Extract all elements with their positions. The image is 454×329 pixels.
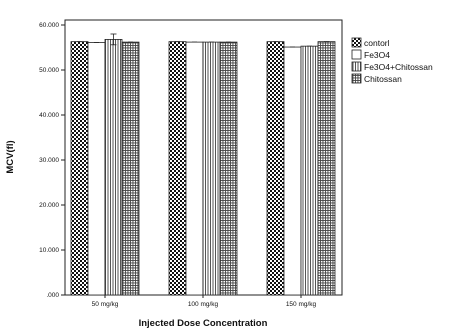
x-tick-label: 100 mg/kg (188, 301, 219, 308)
bar-vlines-0 (104, 39, 123, 296)
legend-label: Chitossan (364, 74, 402, 84)
bar-white-0 (87, 42, 106, 296)
y-tick-label: .000 (46, 292, 59, 299)
bar-grid-1 (219, 41, 238, 296)
y-tick-label: 60.000 (39, 22, 59, 29)
y-tick-label: 40.000 (39, 112, 59, 119)
error-bars-group (77, 33, 329, 48)
legend-label: contorl (364, 38, 390, 48)
bar-vlines-2 (300, 45, 319, 296)
legend-swatch-vlines (351, 61, 362, 72)
x-axis: 50 mg/kg 100 mg/kg 150 mg/kg (92, 295, 317, 308)
y-axis: .000 10.000 20.000 30.000 40.000 50.000 60.000 (39, 22, 65, 299)
y-tick-label: 20.000 (39, 202, 59, 209)
x-tick-label: 150 mg/kg (286, 301, 317, 308)
y-tick-label: 50.000 (39, 67, 59, 74)
bar-white-1 (185, 41, 204, 296)
bar-grid-2 (317, 41, 336, 296)
y-axis-title: MCV(fl) (5, 140, 16, 173)
bar-vlines-1 (202, 41, 221, 296)
x-axis-title: Injected Dose Concentration (139, 318, 268, 329)
bars-group (70, 39, 336, 296)
bar-white-2 (283, 46, 302, 296)
bar-checker-1 (168, 41, 187, 296)
y-tick-label: 30.000 (39, 157, 59, 164)
y-tick-label: 10.000 (39, 247, 59, 254)
bar-grid-0 (121, 41, 140, 296)
x-tick-label: 50 mg/kg (92, 301, 119, 308)
legend: contorl Fe3O4 Fe3O4+Chitossan Chitossan (351, 37, 433, 84)
legend-swatch-white (351, 49, 362, 60)
legend-swatch-grid (351, 73, 362, 84)
legend-label: Fe3O4+Chitossan (364, 62, 433, 72)
bar-checker-0 (70, 41, 89, 296)
legend-label: Fe3O4 (364, 50, 390, 60)
bar-checker-2 (266, 41, 285, 296)
legend-swatch-checker (351, 37, 362, 48)
